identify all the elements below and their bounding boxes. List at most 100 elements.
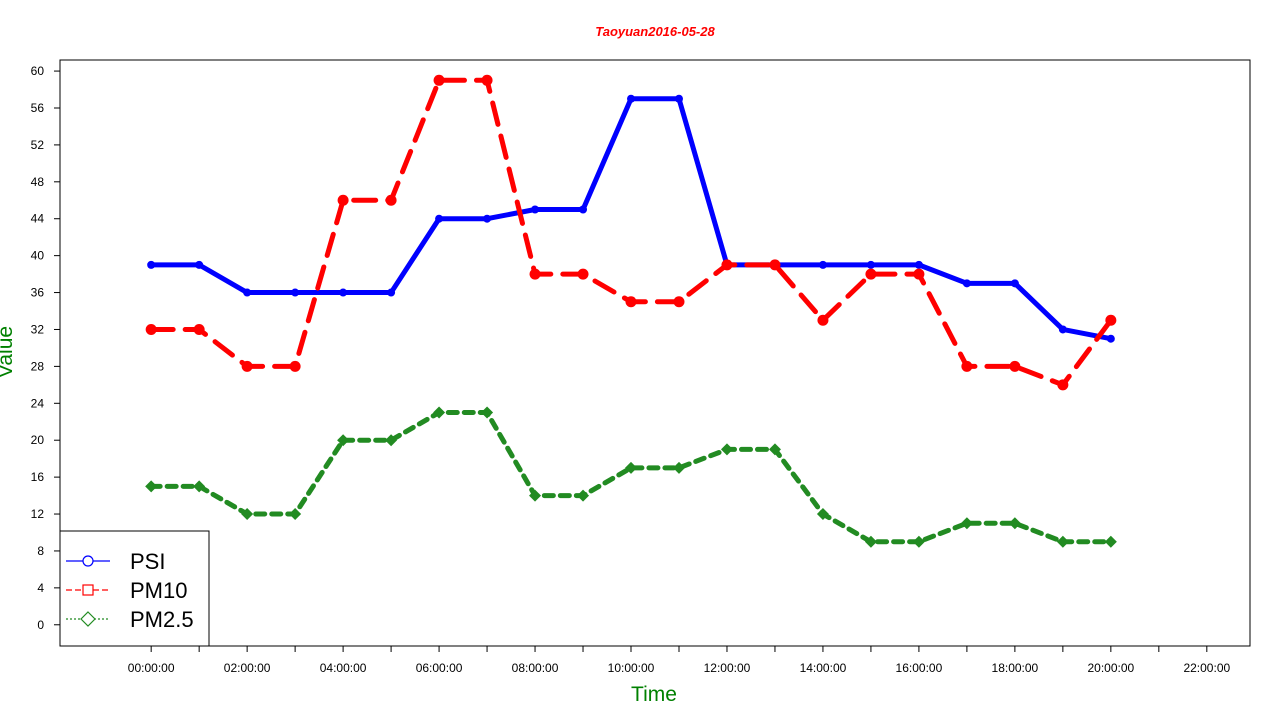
y-tick-label: 44 xyxy=(31,212,45,226)
data-point xyxy=(912,535,925,548)
data-point xyxy=(672,461,685,474)
y-tick-label: 48 xyxy=(31,175,45,189)
y-tick-label: 52 xyxy=(31,138,45,152)
data-point xyxy=(1056,535,1069,548)
series-pm2-5 xyxy=(145,406,1117,548)
data-point xyxy=(433,406,446,419)
x-tick-label: 22:00:00 xyxy=(1183,661,1230,675)
y-tick-label: 16 xyxy=(31,470,45,484)
x-tick-label: 04:00:00 xyxy=(320,661,367,675)
data-point xyxy=(241,360,253,372)
data-point xyxy=(1058,325,1067,334)
series-pm10 xyxy=(145,74,1117,391)
data-point xyxy=(1104,535,1117,548)
legend-label: PSI xyxy=(130,549,165,574)
data-point xyxy=(147,260,156,269)
data-point xyxy=(769,259,781,271)
y-tick-label: 24 xyxy=(31,396,45,410)
data-point xyxy=(865,268,877,280)
legend-item: PM10 xyxy=(66,578,187,603)
data-point xyxy=(193,480,206,493)
data-point xyxy=(673,296,685,308)
y-axis-title: Value xyxy=(0,326,17,378)
data-point xyxy=(193,323,205,335)
x-tick-label: 18:00:00 xyxy=(992,661,1039,675)
x-tick-label: 00:00:00 xyxy=(128,661,175,675)
data-point xyxy=(289,508,302,521)
data-point xyxy=(960,517,973,530)
data-point xyxy=(1105,314,1117,326)
data-point xyxy=(914,260,923,269)
data-point xyxy=(1106,334,1115,343)
data-point xyxy=(529,489,542,502)
x-tick-label: 20:00:00 xyxy=(1087,661,1134,675)
data-point xyxy=(243,288,252,297)
data-point xyxy=(339,288,348,297)
x-tick-label: 02:00:00 xyxy=(224,661,271,675)
x-tick-label: 12:00:00 xyxy=(704,661,751,675)
data-point xyxy=(817,314,829,326)
y-tick-label: 36 xyxy=(31,286,45,300)
data-point xyxy=(720,443,733,456)
data-point xyxy=(913,268,925,280)
plot-frame xyxy=(59,59,1251,647)
legend-item: PM2.5 xyxy=(66,607,194,632)
data-point xyxy=(481,406,494,419)
y-tick-label: 20 xyxy=(31,433,45,447)
data-point xyxy=(241,508,254,521)
y-tick-label: 8 xyxy=(37,544,44,558)
y-tick-label: 0 xyxy=(37,618,44,632)
y-tick-label: 60 xyxy=(31,64,45,78)
data-point xyxy=(625,296,637,308)
y-tick-label: 40 xyxy=(31,249,45,263)
data-point xyxy=(291,288,300,297)
y-tick-label: 28 xyxy=(31,359,45,373)
data-point xyxy=(1008,517,1021,530)
x-tick-label: 08:00:00 xyxy=(512,661,559,675)
data-point xyxy=(818,260,827,269)
x-tick-label: 06:00:00 xyxy=(416,661,463,675)
legend-label: PM2.5 xyxy=(130,607,194,632)
data-point xyxy=(721,259,733,271)
data-point xyxy=(435,214,444,223)
data-point xyxy=(577,268,589,280)
data-point xyxy=(866,260,875,269)
y-tick-label: 12 xyxy=(31,507,45,521)
data-point xyxy=(337,434,350,447)
series-line xyxy=(148,77,1114,388)
data-point xyxy=(864,535,877,548)
legend-marker-square-icon xyxy=(82,584,94,596)
data-point xyxy=(483,214,492,223)
legend-label: PM10 xyxy=(130,578,187,603)
data-point xyxy=(816,508,829,521)
data-point xyxy=(337,194,349,206)
data-point xyxy=(529,268,541,280)
x-tick-label: 14:00:00 xyxy=(800,661,847,675)
data-point xyxy=(481,74,493,86)
data-point xyxy=(674,94,683,103)
data-point xyxy=(961,360,973,372)
data-point xyxy=(1057,379,1069,391)
data-point xyxy=(627,94,636,103)
data-point xyxy=(768,443,781,456)
y-tick-label: 4 xyxy=(37,581,44,595)
legend-marker-circle-icon xyxy=(82,555,94,567)
data-point xyxy=(1009,360,1021,372)
chart-title: Taoyuan2016-05-28 xyxy=(595,24,715,39)
data-point xyxy=(289,360,301,372)
x-axis: 00:00:00 02:00:00 04:00:00 06:00:00 08:00:00… xyxy=(128,646,1230,675)
y-tick-label: 32 xyxy=(31,322,45,336)
data-point xyxy=(579,205,588,214)
data-point xyxy=(433,74,445,86)
data-point xyxy=(145,480,158,493)
data-point xyxy=(385,194,397,206)
series-layer xyxy=(145,74,1117,548)
legend-marker-diamond-icon xyxy=(80,611,96,627)
data-point xyxy=(385,434,398,447)
data-point xyxy=(145,323,157,335)
data-point xyxy=(577,489,590,502)
y-tick-label: 56 xyxy=(31,101,45,115)
